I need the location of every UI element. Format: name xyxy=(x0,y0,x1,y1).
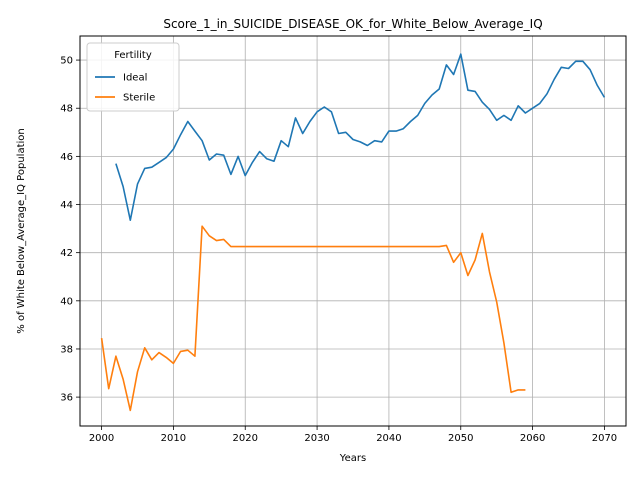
y-tick-label: 40 xyxy=(60,296,73,307)
x-tick-label: 2030 xyxy=(304,433,329,444)
legend-title: Fertility xyxy=(114,50,152,61)
series-line-sterile xyxy=(100,225,526,412)
y-tick-label: 42 xyxy=(60,248,73,259)
series-layer xyxy=(100,53,606,412)
x-tick-label: 2040 xyxy=(376,433,401,444)
plot-frame xyxy=(79,35,627,427)
legend: Fertility Ideal Sterile xyxy=(86,42,180,112)
x-axis-label: Years xyxy=(339,453,366,464)
x-tick-label: 2010 xyxy=(161,433,186,444)
y-tick-label: 36 xyxy=(60,393,73,404)
x-tick-label: 2050 xyxy=(448,433,473,444)
y-tick-label: 44 xyxy=(60,200,73,211)
series-line-ideal xyxy=(115,53,606,221)
y-axis-label: % of White Below_Average_IQ Population xyxy=(16,128,27,333)
y-tick-label: 38 xyxy=(60,344,73,355)
y-tick-label: 48 xyxy=(60,104,73,115)
legend-label-sterile: Sterile xyxy=(123,93,155,104)
legend-entries: Ideal Sterile xyxy=(95,73,155,104)
legend-label-ideal: Ideal xyxy=(123,73,147,84)
x-tick-label: 2070 xyxy=(592,433,617,444)
chart-title: Score_1_in_SUICIDE_DISEASE_OK_for_White_… xyxy=(163,17,542,31)
x-tick-label: 2000 xyxy=(89,433,114,444)
grid xyxy=(80,36,626,426)
y-axis-ticks: 36 38 40 42 44 46 48 50 xyxy=(60,56,80,404)
y-tick-label: 46 xyxy=(60,152,73,163)
legend-box xyxy=(86,42,180,112)
x-tick-label: 2060 xyxy=(520,433,545,444)
y-tick-label: 50 xyxy=(60,56,73,67)
x-tick-label: 2020 xyxy=(233,433,258,444)
x-axis-ticks: 2000 2010 2020 2030 2040 2050 2060 2070 xyxy=(89,426,617,444)
